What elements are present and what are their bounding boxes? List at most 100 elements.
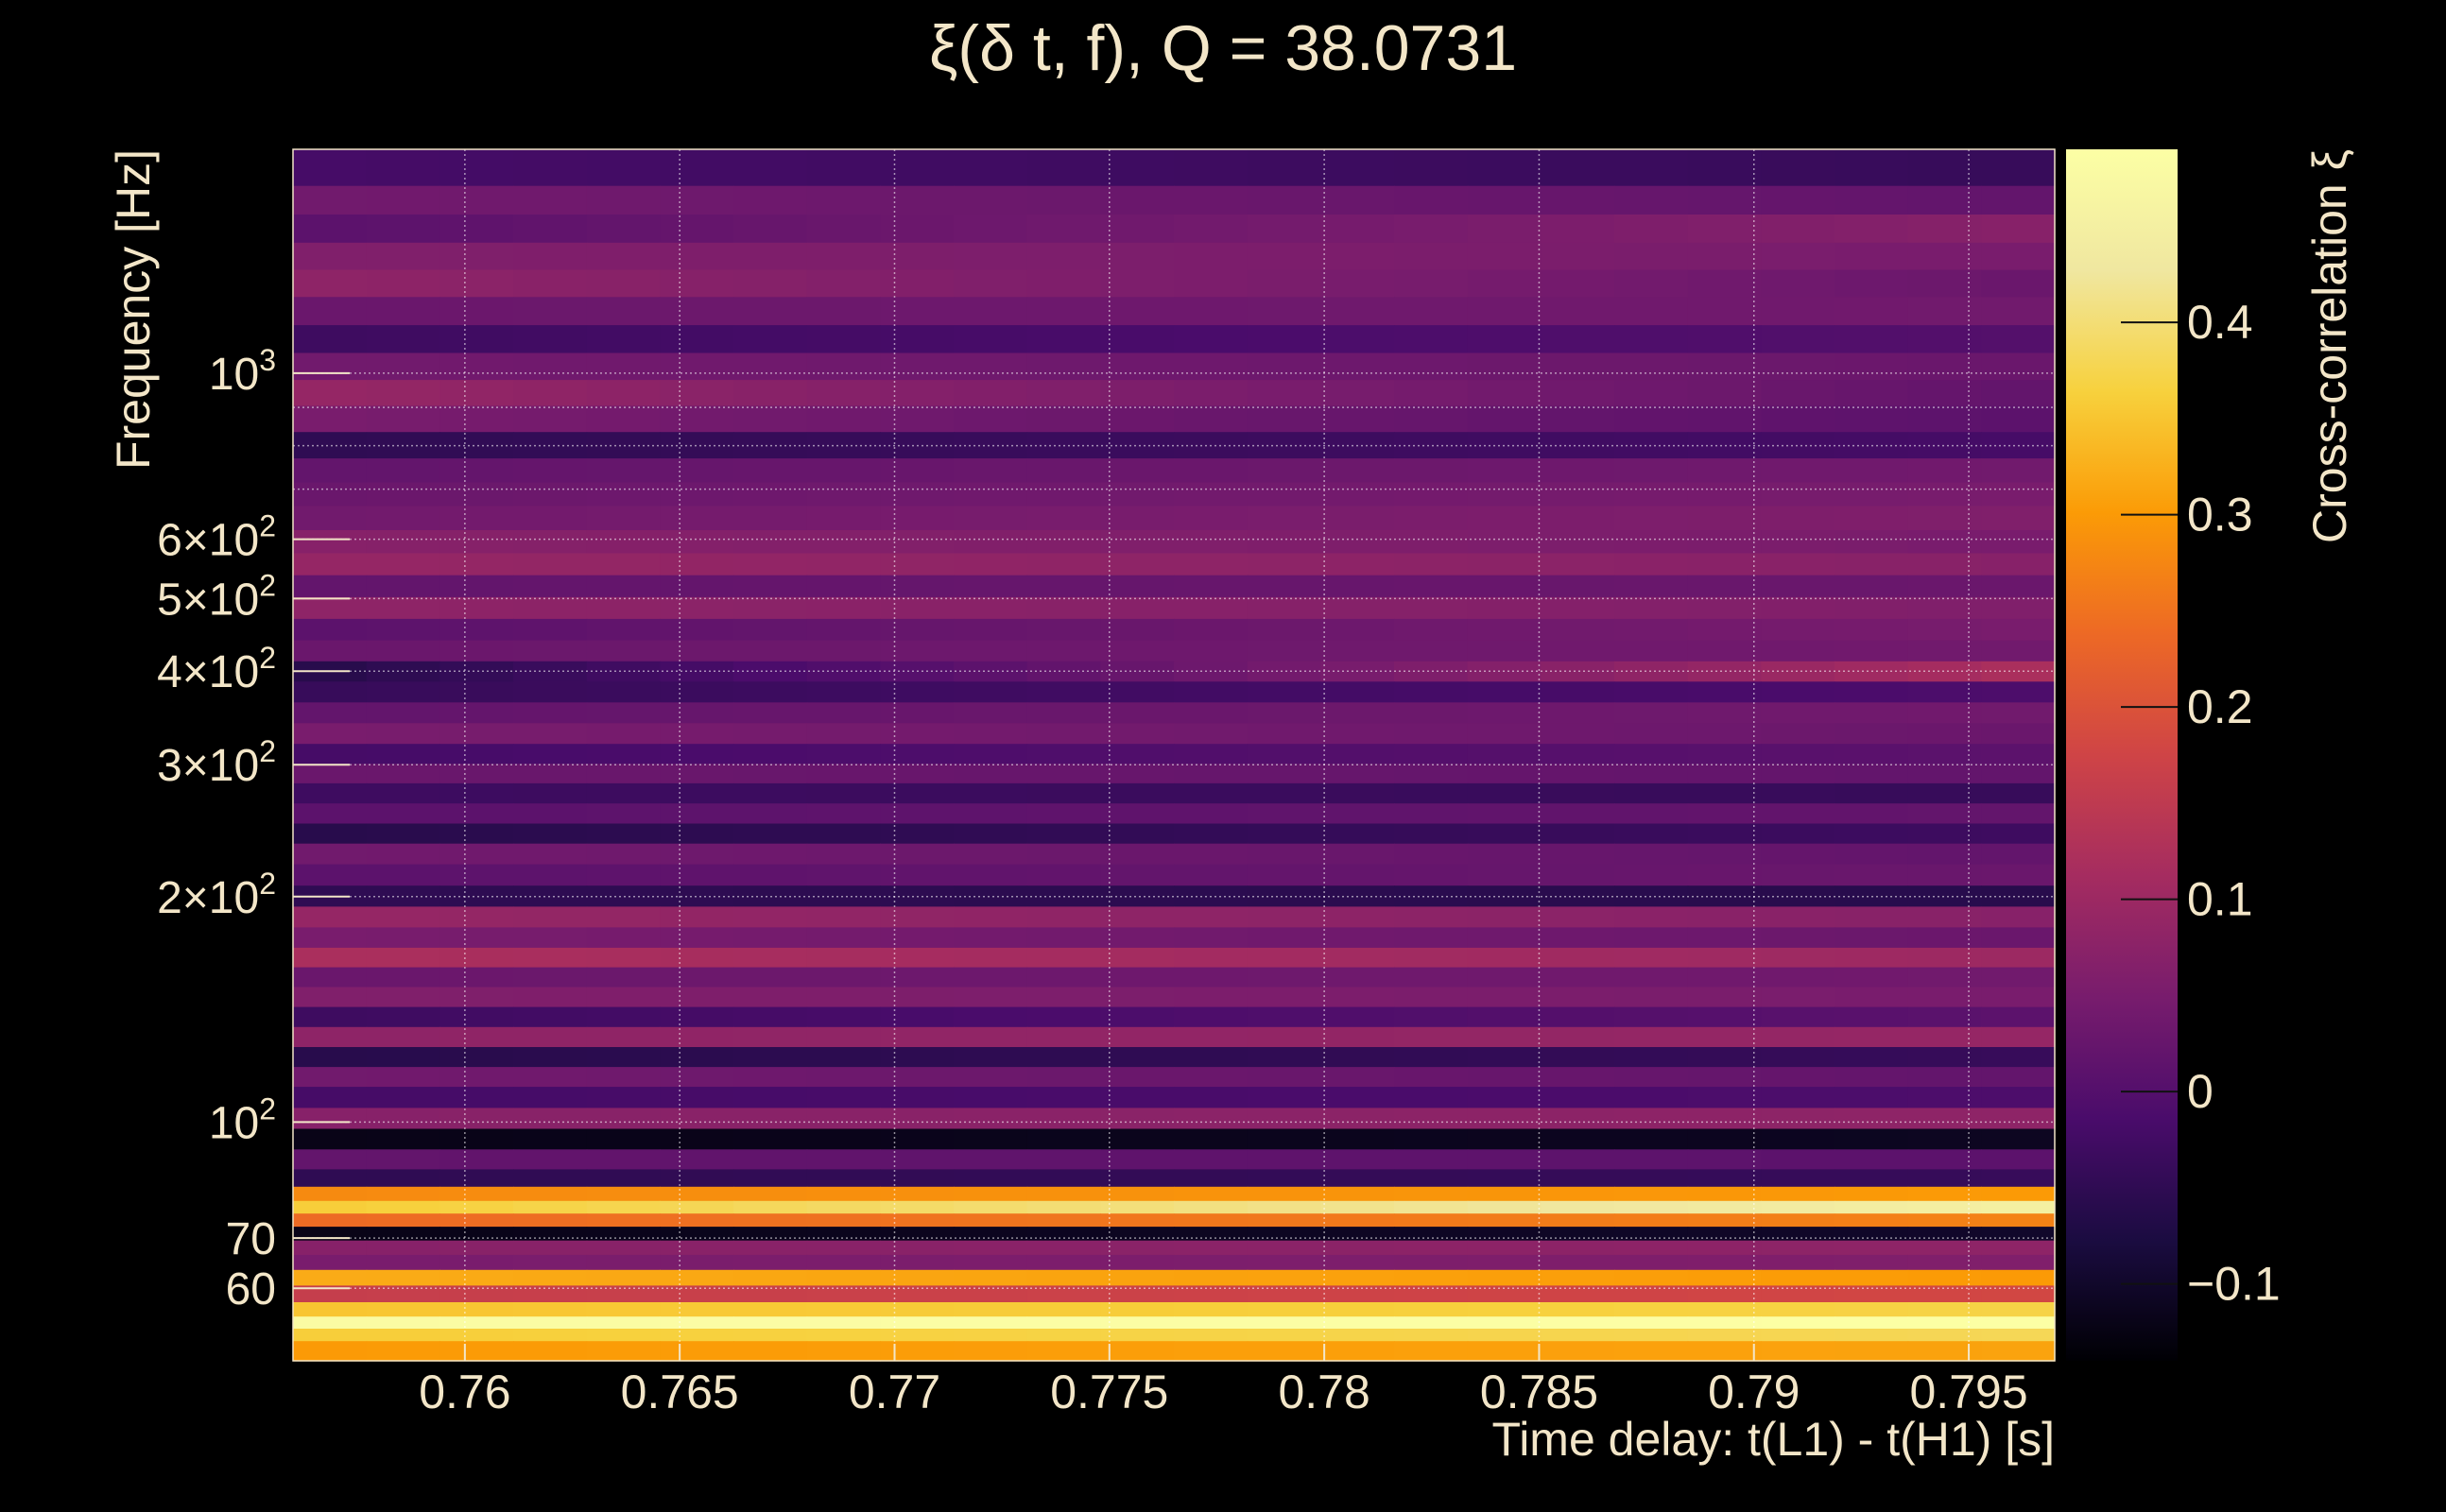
- heatmap-cell: [1687, 723, 1762, 745]
- heatmap-cell: [1541, 482, 1615, 507]
- heatmap-cell: [1320, 352, 1395, 381]
- heatmap-cell: [1614, 575, 1689, 598]
- heatmap-cell: [806, 269, 881, 298]
- heatmap-cell: [1834, 618, 1909, 642]
- heatmap-cell: [1541, 1341, 1615, 1362]
- heatmap-cell: [1834, 764, 1909, 784]
- heatmap-cell: [733, 764, 808, 784]
- heatmap-cell: [586, 458, 661, 484]
- heatmap-cell: [733, 482, 808, 507]
- heatmap-cell: [366, 405, 440, 433]
- heatmap-cell: [439, 1026, 514, 1048]
- heatmap-cell: [439, 744, 514, 765]
- heatmap-cell: [1907, 1128, 1982, 1150]
- heatmap-cell: [439, 661, 514, 682]
- heatmap-cell: [660, 1285, 734, 1303]
- heatmap-cell: [806, 823, 881, 845]
- heatmap-cell: [1761, 864, 1835, 886]
- heatmap-cell: [1981, 782, 2056, 804]
- heatmap-cell: [1320, 1341, 1395, 1362]
- heatmap-cell: [513, 352, 588, 381]
- heatmap-cell: [293, 1213, 368, 1228]
- heatmap-cell: [366, 1316, 440, 1330]
- heatmap-cell: [1026, 405, 1101, 433]
- heatmap-cell: [1761, 553, 1835, 576]
- heatmap-cell: [1761, 1316, 1835, 1330]
- heatmap-cell: [586, 1254, 661, 1271]
- heatmap-cell: [1907, 185, 1982, 215]
- heatmap-cell: [806, 482, 881, 507]
- heatmap-cell: [1907, 1240, 1982, 1256]
- heatmap-cell: [880, 927, 955, 949]
- heatmap-cell: [1247, 458, 1321, 484]
- heatmap-cell: [733, 1128, 808, 1150]
- heatmap-cell: [1026, 823, 1101, 845]
- heatmap-cell: [293, 1240, 368, 1256]
- heatmap-cell: [733, 185, 808, 215]
- heatmap-cell: [954, 1341, 1028, 1362]
- colorbar-tick-label: 0.2: [2187, 680, 2253, 733]
- heatmap-cell: [1174, 1285, 1249, 1303]
- heatmap-cell: [293, 906, 368, 928]
- heatmap-cell: [1907, 530, 1982, 555]
- heatmap-cell: [1687, 1149, 1762, 1171]
- heatmap-cell: [1320, 947, 1395, 969]
- heatmap-cell: [293, 1108, 368, 1130]
- heatmap-cell: [806, 947, 881, 969]
- heatmap-cell: [880, 1149, 955, 1171]
- heatmap-cell: [1834, 482, 1909, 507]
- heatmap-cell: [1247, 967, 1321, 988]
- heatmap-cell: [880, 967, 955, 988]
- heatmap-cell: [1907, 681, 1982, 703]
- heatmap-cell: [1320, 843, 1395, 866]
- heatmap-cell: [660, 987, 734, 1008]
- heatmap-cell: [1907, 782, 1982, 804]
- heatmap-cell: [513, 661, 588, 682]
- heatmap-cell: [1614, 215, 1689, 244]
- heatmap-cell: [1394, 1240, 1469, 1256]
- heatmap-cell: [1394, 661, 1469, 682]
- heatmap-cell: [660, 906, 734, 928]
- heatmap-cell: [513, 553, 588, 576]
- heatmap-cell: [954, 575, 1028, 598]
- heatmap-cell: [880, 1108, 955, 1130]
- heatmap-cell: [293, 1047, 368, 1068]
- heatmap-cell: [1100, 380, 1175, 407]
- x-tick-label: 0.775: [1050, 1366, 1168, 1418]
- heatmap-cell: [1761, 530, 1835, 555]
- heatmap-cell: [1100, 947, 1175, 969]
- heatmap-cell: [1320, 927, 1395, 949]
- heatmap-cell: [1761, 575, 1835, 598]
- heatmap-cell: [1467, 297, 1542, 326]
- heatmap-cell: [1247, 702, 1321, 724]
- heatmap-cell: [1907, 1200, 1982, 1214]
- heatmap-cell: [1687, 325, 1762, 354]
- heatmap-cell: [1907, 661, 1982, 682]
- heatmap-cell: [1467, 530, 1542, 555]
- heatmap-cell: [1761, 927, 1835, 949]
- heatmap-cell: [586, 681, 661, 703]
- heatmap-cell: [1174, 782, 1249, 804]
- heatmap-cell: [1981, 618, 2056, 642]
- heatmap-cell: [1320, 405, 1395, 433]
- heatmap-cell: [586, 1316, 661, 1330]
- heatmap-cell: [806, 297, 881, 326]
- heatmap-cell: [1761, 1169, 1835, 1188]
- heatmap-cell: [1174, 482, 1249, 507]
- heatmap-cell: [439, 702, 514, 724]
- heatmap-cell: [1541, 149, 1615, 187]
- heatmap-cell: [1614, 1067, 1689, 1088]
- heatmap-cell: [1541, 575, 1615, 598]
- heatmap-cell: [954, 764, 1028, 784]
- heatmap-cell: [1247, 242, 1321, 271]
- heatmap-cell: [1981, 1006, 2056, 1028]
- heatmap-cell: [660, 744, 734, 765]
- heatmap-cell: [1247, 1169, 1321, 1188]
- y-tick-label: 60: [226, 1264, 276, 1314]
- heatmap-cell: [806, 596, 881, 620]
- heatmap-cell: [1467, 1227, 1542, 1242]
- heatmap-cell: [1247, 432, 1321, 459]
- heatmap-cell: [1761, 967, 1835, 988]
- heatmap-cell: [1247, 1026, 1321, 1048]
- heatmap-cell: [293, 723, 368, 745]
